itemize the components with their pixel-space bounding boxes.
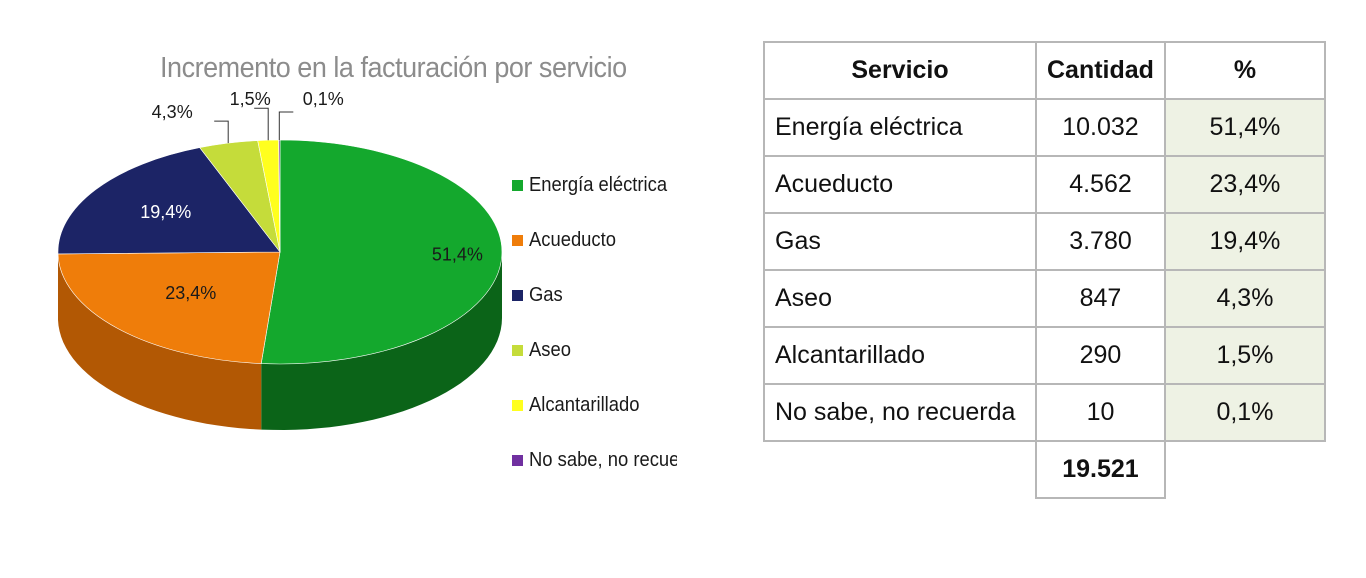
cell-servicio: No sabe, no recuerda	[763, 383, 1037, 442]
pie-data-label: 19,4%	[140, 202, 191, 222]
header-cantidad: Cantidad	[1035, 41, 1166, 100]
cell-cantidad: 290	[1035, 326, 1166, 385]
legend-item: Aseo	[512, 323, 677, 378]
legend-swatch	[512, 455, 523, 466]
cell-pct: 23,4%	[1163, 155, 1326, 214]
table-header-row: Servicio Cantidad %	[763, 41, 1326, 100]
pie-slice-acueducto	[57, 251, 281, 364]
pie-data-labels: 51,4% 23,4% 19,4% 4,3% 1,5% 0,1%	[140, 89, 483, 303]
table-row: No sabe, no recuerda 10 0,1%	[763, 383, 1326, 442]
cell-cantidad: 3.780	[1035, 212, 1166, 271]
pie-slice-energ-a-el-ctrica	[260, 139, 503, 365]
legend-item: Acueducto	[512, 213, 677, 268]
cell-cantidad: 10.032	[1035, 98, 1166, 157]
cell-servicio: Aseo	[763, 269, 1037, 328]
legend-label: Aseo	[529, 339, 571, 361]
header-servicio: Servicio	[763, 41, 1037, 100]
table-total-row: 19.521	[764, 440, 1325, 499]
legend-swatch	[512, 400, 523, 411]
pie-data-label: 51,4%	[432, 245, 483, 265]
legend-swatch	[512, 345, 523, 356]
blank-cell	[764, 441, 1036, 498]
legend-swatch	[512, 235, 523, 246]
cell-cantidad: 4.562	[1035, 155, 1166, 214]
pie-data-label: 0,1%	[303, 89, 344, 109]
table-row: Energía eléctrica 10.032 51,4%	[763, 98, 1326, 157]
pie-leader-line	[278, 111, 294, 140]
data-table-container: Servicio Cantidad % Energía eléctrica 10.…	[763, 41, 1326, 499]
cell-servicio: Acueducto	[763, 155, 1037, 214]
legend-item: Gas	[512, 268, 677, 323]
cell-pct: 19,4%	[1163, 212, 1326, 271]
pie-top-faces	[57, 139, 503, 365]
legend-swatch	[512, 290, 523, 301]
table-body: Energía eléctrica 10.032 51,4% Acueducto 4.5…	[763, 98, 1326, 499]
table-row: Acueducto 4.562 23,4%	[763, 155, 1326, 214]
chart-legend: Energía eléctrica Acueducto Gas Aseo Alcanta…	[512, 158, 677, 488]
cell-pct: 0,1%	[1163, 383, 1326, 442]
pie-chart: 51,4% 23,4% 19,4% 4,3% 1,5% 0,1% Incremento e…	[57, 52, 677, 488]
pie-side-walls	[58, 252, 502, 430]
chart-title: Incremento en la facturación por servici…	[160, 52, 627, 84]
legend-item: No sabe, no recuerda	[512, 433, 677, 488]
legend-item: Alcantarillado	[512, 378, 677, 433]
pie-data-label: 23,4%	[165, 283, 216, 303]
header-percent: %	[1163, 41, 1326, 100]
legend-label: Energía eléctrica	[529, 174, 668, 196]
pie-side-acueducto	[58, 253, 262, 430]
cell-cantidad: 847	[1035, 269, 1166, 328]
cell-servicio: Alcantarillado	[763, 326, 1037, 385]
cell-pct: 51,4%	[1163, 98, 1326, 157]
total-cantidad: 19.521	[1035, 440, 1166, 499]
pie-slice-gas	[57, 147, 281, 255]
table-row: Aseo 847 4,3%	[763, 269, 1326, 328]
pie-chart-svg: 51,4% 23,4% 19,4% 4,3% 1,5% 0,1%	[57, 89, 503, 430]
cell-pct: 1,5%	[1163, 326, 1326, 385]
legend-label: Alcantarillado	[529, 394, 640, 416]
pie-data-label: 4,3%	[152, 102, 193, 122]
table-row: Gas 3.780 19,4%	[763, 212, 1326, 271]
table-row: Alcantarillado 290 1,5%	[763, 326, 1326, 385]
legend-swatch	[512, 180, 523, 191]
pie-data-label: 1,5%	[230, 89, 271, 109]
legend-item: Energía eléctrica	[512, 158, 677, 213]
pie-leader-line	[214, 120, 229, 144]
legend-label: Acueducto	[529, 229, 616, 251]
legend-label: No sabe, no recuerda	[529, 449, 677, 471]
pie-side-energ-a-el-ctrica	[261, 252, 502, 430]
blank-cell	[1165, 441, 1325, 498]
pie-leader-line	[254, 107, 269, 141]
cell-cantidad: 10	[1035, 383, 1166, 442]
cell-servicio: Energía eléctrica	[763, 98, 1037, 157]
legend-label: Gas	[529, 284, 563, 306]
cell-servicio: Gas	[763, 212, 1037, 271]
cell-pct: 4,3%	[1163, 269, 1326, 328]
services-table: Servicio Cantidad % Energía eléctrica 10.…	[763, 41, 1326, 499]
